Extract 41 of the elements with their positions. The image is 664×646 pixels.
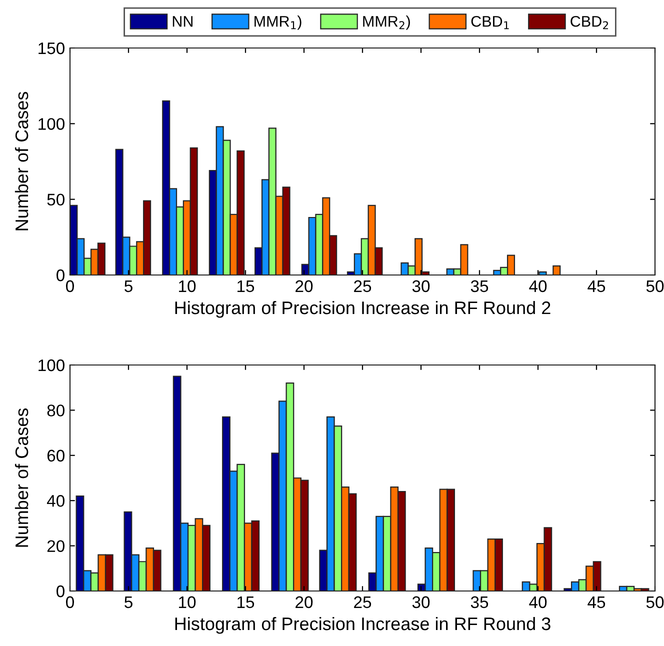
x-tick-label: 10 [179,596,196,608]
y-tick-label: 40 [46,495,64,507]
x-tick-label: 20 [296,280,313,292]
x-tick-label: 25 [354,280,372,292]
y-tick-label: 150 [38,42,64,54]
x-tick-label: 20 [296,596,313,608]
y-tick-label: 80 [47,404,64,416]
x-tick-label: 30 [412,280,430,292]
legend-label: CBD$_{2}$ [570,16,608,30]
x-tick-label: 35 [470,280,488,292]
y-tick-label: 60 [47,450,64,462]
x-tick-label: 50 [646,596,664,608]
legend-label: MMR$_{2}$) [363,16,410,30]
x-tick-label: 40 [529,596,547,608]
y-axis-title: Number of Cases [14,408,28,547]
x-tick-label: 0 [66,280,74,292]
y-tick-label: 0 [56,585,64,598]
x-tick-label: 45 [588,280,606,292]
x-axis-title: Histogram of Precision Increase in RF Round 3 [175,616,550,634]
y-tick-label: 100 [38,359,64,372]
x-tick-label: 25 [354,596,372,608]
x-tick-label: 50 [646,280,664,292]
legend-label: NN [172,16,192,27]
y-tick-label: 50 [47,194,64,206]
x-tick-label: 15 [238,596,254,608]
legend-label: MMR$_{1}$) [254,16,302,30]
x-tick-label: 5 [124,280,132,292]
x-axis-title: Histogram of Precision Increase in RF Round 2 [175,300,550,318]
x-tick-label: 35 [470,596,488,608]
x-tick-label: 40 [529,280,547,292]
y-axis-title: Number of Cases [14,92,28,230]
x-tick-label: 45 [588,596,606,608]
legend-label: CBD$_{1}$ [471,16,509,30]
y-tick-label: 100 [38,118,64,130]
x-tick-label: 30 [412,596,430,608]
x-tick-label: 5 [124,596,132,608]
x-tick-label: 0 [66,596,74,608]
x-tick-label: 15 [238,280,254,292]
y-tick-label: 0 [56,269,64,282]
x-tick-label: 10 [179,280,196,292]
y-tick-label: 20 [47,540,64,552]
